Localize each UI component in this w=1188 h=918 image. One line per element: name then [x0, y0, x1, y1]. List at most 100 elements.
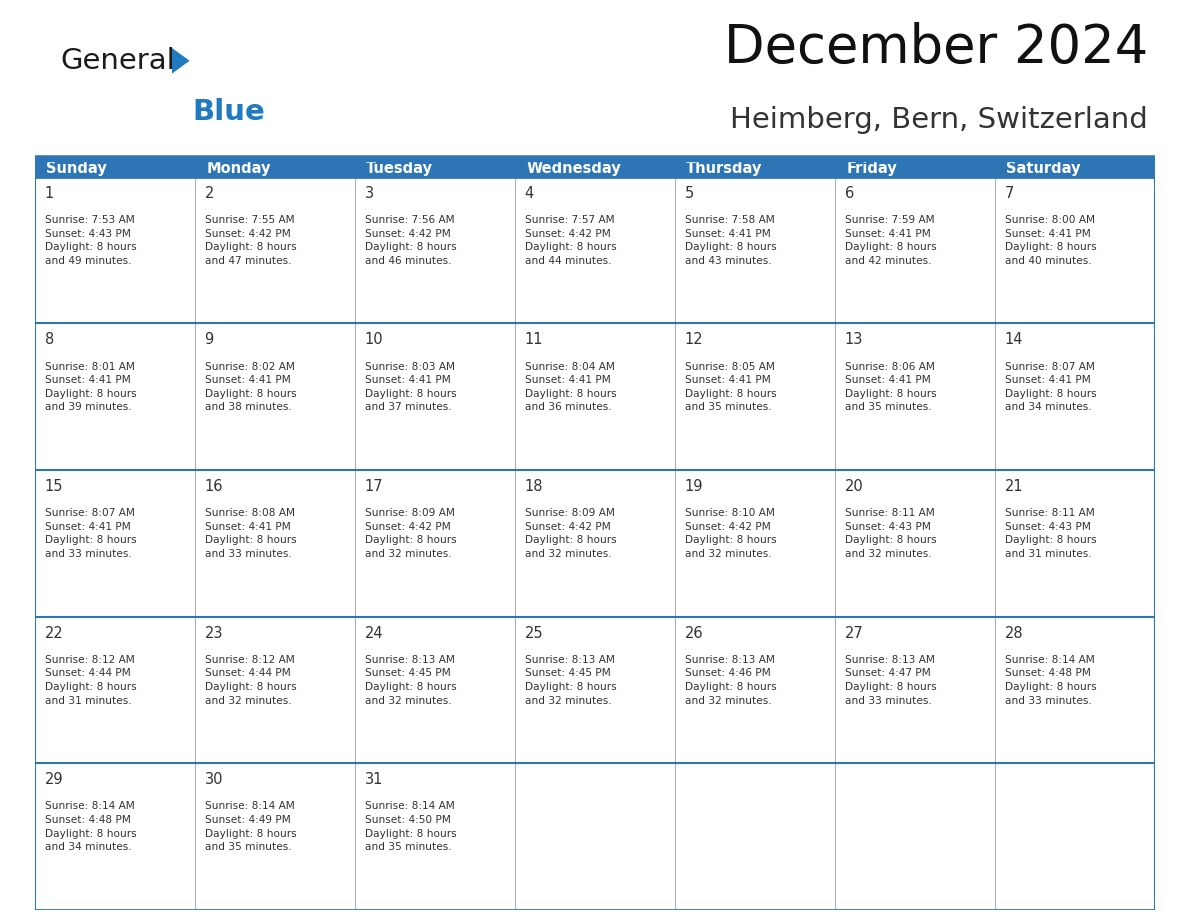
Polygon shape [172, 48, 190, 73]
Text: Sunrise: 8:04 AM
Sunset: 4:41 PM
Daylight: 8 hours
and 36 minutes.: Sunrise: 8:04 AM Sunset: 4:41 PM Dayligh… [525, 362, 617, 412]
Text: 26: 26 [684, 625, 703, 641]
Bar [996, 470, 1155, 617]
Text: Sunrise: 8:14 AM
Sunset: 4:50 PM
Daylight: 8 hours
and 35 minutes.: Sunrise: 8:14 AM Sunset: 4:50 PM Dayligh… [365, 801, 456, 852]
Bar [355, 177, 516, 323]
Text: Sunrise: 8:11 AM
Sunset: 4:43 PM
Daylight: 8 hours
and 31 minutes.: Sunrise: 8:11 AM Sunset: 4:43 PM Dayligh… [1005, 509, 1097, 559]
Text: Sunrise: 8:13 AM
Sunset: 4:45 PM
Daylight: 8 hours
and 32 minutes.: Sunrise: 8:13 AM Sunset: 4:45 PM Dayligh… [525, 655, 617, 706]
Text: 30: 30 [204, 772, 223, 787]
Text: 28: 28 [1005, 625, 1023, 641]
Text: Wednesday: Wednesday [526, 161, 621, 176]
Text: 2: 2 [204, 185, 214, 201]
Text: 22: 22 [45, 625, 63, 641]
Text: 23: 23 [204, 625, 223, 641]
Text: Tuesday: Tuesday [366, 161, 434, 176]
Text: Heimberg, Bern, Switzerland: Heimberg, Bern, Switzerland [731, 106, 1148, 134]
Text: Sunrise: 8:07 AM
Sunset: 4:41 PM
Daylight: 8 hours
and 34 minutes.: Sunrise: 8:07 AM Sunset: 4:41 PM Dayligh… [1005, 362, 1097, 412]
Text: 25: 25 [525, 625, 543, 641]
Text: Sunrise: 8:02 AM
Sunset: 4:41 PM
Daylight: 8 hours
and 38 minutes.: Sunrise: 8:02 AM Sunset: 4:41 PM Dayligh… [204, 362, 296, 412]
Text: Sunrise: 8:14 AM
Sunset: 4:49 PM
Daylight: 8 hours
and 35 minutes.: Sunrise: 8:14 AM Sunset: 4:49 PM Dayligh… [204, 801, 296, 852]
Text: 6: 6 [845, 185, 854, 201]
Bar [996, 617, 1155, 764]
Text: Sunrise: 8:13 AM
Sunset: 4:46 PM
Daylight: 8 hours
and 32 minutes.: Sunrise: 8:13 AM Sunset: 4:46 PM Dayligh… [684, 655, 776, 706]
Text: December 2024: December 2024 [723, 22, 1148, 74]
Text: Sunrise: 8:13 AM
Sunset: 4:47 PM
Daylight: 8 hours
and 33 minutes.: Sunrise: 8:13 AM Sunset: 4:47 PM Dayligh… [845, 655, 936, 706]
Bar [996, 764, 1155, 910]
Bar [516, 323, 675, 470]
Bar [34, 764, 195, 910]
Text: Sunrise: 8:12 AM
Sunset: 4:44 PM
Daylight: 8 hours
and 32 minutes.: Sunrise: 8:12 AM Sunset: 4:44 PM Dayligh… [204, 655, 296, 706]
Text: 7: 7 [1005, 185, 1015, 201]
Text: 17: 17 [365, 479, 384, 494]
Text: 5: 5 [684, 185, 694, 201]
Text: Sunrise: 8:14 AM
Sunset: 4:48 PM
Daylight: 8 hours
and 34 minutes.: Sunrise: 8:14 AM Sunset: 4:48 PM Dayligh… [45, 801, 137, 852]
Text: Sunrise: 8:13 AM
Sunset: 4:45 PM
Daylight: 8 hours
and 32 minutes.: Sunrise: 8:13 AM Sunset: 4:45 PM Dayligh… [365, 655, 456, 706]
Text: Friday: Friday [846, 161, 897, 176]
Text: 21: 21 [1005, 479, 1023, 494]
Bar [355, 617, 516, 764]
Bar [355, 323, 516, 470]
Bar [675, 177, 835, 323]
Text: Sunrise: 8:09 AM
Sunset: 4:42 PM
Daylight: 8 hours
and 32 minutes.: Sunrise: 8:09 AM Sunset: 4:42 PM Dayligh… [365, 509, 456, 559]
Bar [34, 470, 195, 617]
Text: 27: 27 [845, 625, 864, 641]
Bar [34, 160, 195, 177]
Text: 11: 11 [525, 332, 543, 347]
Bar [516, 177, 675, 323]
Text: 31: 31 [365, 772, 383, 787]
Text: Sunrise: 8:06 AM
Sunset: 4:41 PM
Daylight: 8 hours
and 35 minutes.: Sunrise: 8:06 AM Sunset: 4:41 PM Dayligh… [845, 362, 936, 412]
Text: 8: 8 [45, 332, 53, 347]
Bar [195, 177, 355, 323]
Text: Sunday: Sunday [46, 161, 107, 176]
Text: Sunrise: 8:01 AM
Sunset: 4:41 PM
Daylight: 8 hours
and 39 minutes.: Sunrise: 8:01 AM Sunset: 4:41 PM Dayligh… [45, 362, 137, 412]
Bar [516, 470, 675, 617]
Bar [835, 323, 996, 470]
Text: General: General [61, 47, 175, 74]
Text: 24: 24 [365, 625, 384, 641]
Text: Sunrise: 7:59 AM
Sunset: 4:41 PM
Daylight: 8 hours
and 42 minutes.: Sunrise: 7:59 AM Sunset: 4:41 PM Dayligh… [845, 215, 936, 266]
Text: 1: 1 [45, 185, 53, 201]
Text: Sunrise: 8:11 AM
Sunset: 4:43 PM
Daylight: 8 hours
and 32 minutes.: Sunrise: 8:11 AM Sunset: 4:43 PM Dayligh… [845, 509, 936, 559]
Text: Sunrise: 7:58 AM
Sunset: 4:41 PM
Daylight: 8 hours
and 43 minutes.: Sunrise: 7:58 AM Sunset: 4:41 PM Dayligh… [684, 215, 776, 266]
Bar [675, 323, 835, 470]
Text: Sunrise: 7:53 AM
Sunset: 4:43 PM
Daylight: 8 hours
and 49 minutes.: Sunrise: 7:53 AM Sunset: 4:43 PM Dayligh… [45, 215, 137, 266]
Bar [835, 470, 996, 617]
Bar [355, 764, 516, 910]
Text: Sunrise: 7:55 AM
Sunset: 4:42 PM
Daylight: 8 hours
and 47 minutes.: Sunrise: 7:55 AM Sunset: 4:42 PM Dayligh… [204, 215, 296, 266]
Bar [996, 323, 1155, 470]
Text: Sunrise: 8:03 AM
Sunset: 4:41 PM
Daylight: 8 hours
and 37 minutes.: Sunrise: 8:03 AM Sunset: 4:41 PM Dayligh… [365, 362, 456, 412]
Bar [835, 764, 996, 910]
Bar [195, 470, 355, 617]
Bar [34, 617, 195, 764]
Text: Saturday: Saturday [1006, 161, 1081, 176]
Text: Thursday: Thursday [687, 161, 763, 176]
Bar [835, 160, 996, 177]
Bar [996, 177, 1155, 323]
Bar [195, 323, 355, 470]
Text: Sunrise: 7:56 AM
Sunset: 4:42 PM
Daylight: 8 hours
and 46 minutes.: Sunrise: 7:56 AM Sunset: 4:42 PM Dayligh… [365, 215, 456, 266]
Text: 15: 15 [45, 479, 63, 494]
Text: 29: 29 [45, 772, 63, 787]
Text: Monday: Monday [207, 161, 271, 176]
Bar [675, 764, 835, 910]
Text: 20: 20 [845, 479, 864, 494]
Bar [516, 617, 675, 764]
Bar [516, 764, 675, 910]
Text: 19: 19 [684, 479, 703, 494]
Text: 16: 16 [204, 479, 223, 494]
Text: 12: 12 [684, 332, 703, 347]
Bar [675, 617, 835, 764]
Bar [195, 617, 355, 764]
Bar [996, 160, 1155, 177]
Text: Sunrise: 8:07 AM
Sunset: 4:41 PM
Daylight: 8 hours
and 33 minutes.: Sunrise: 8:07 AM Sunset: 4:41 PM Dayligh… [45, 509, 137, 559]
Text: Sunrise: 7:57 AM
Sunset: 4:42 PM
Daylight: 8 hours
and 44 minutes.: Sunrise: 7:57 AM Sunset: 4:42 PM Dayligh… [525, 215, 617, 266]
Bar [195, 160, 355, 177]
Bar [355, 470, 516, 617]
Text: 10: 10 [365, 332, 384, 347]
Bar [675, 470, 835, 617]
Text: 3: 3 [365, 185, 374, 201]
Text: 14: 14 [1005, 332, 1023, 347]
Text: Sunrise: 8:00 AM
Sunset: 4:41 PM
Daylight: 8 hours
and 40 minutes.: Sunrise: 8:00 AM Sunset: 4:41 PM Dayligh… [1005, 215, 1097, 266]
Text: Sunrise: 8:14 AM
Sunset: 4:48 PM
Daylight: 8 hours
and 33 minutes.: Sunrise: 8:14 AM Sunset: 4:48 PM Dayligh… [1005, 655, 1097, 706]
Bar [675, 160, 835, 177]
Text: Sunrise: 8:09 AM
Sunset: 4:42 PM
Daylight: 8 hours
and 32 minutes.: Sunrise: 8:09 AM Sunset: 4:42 PM Dayligh… [525, 509, 617, 559]
